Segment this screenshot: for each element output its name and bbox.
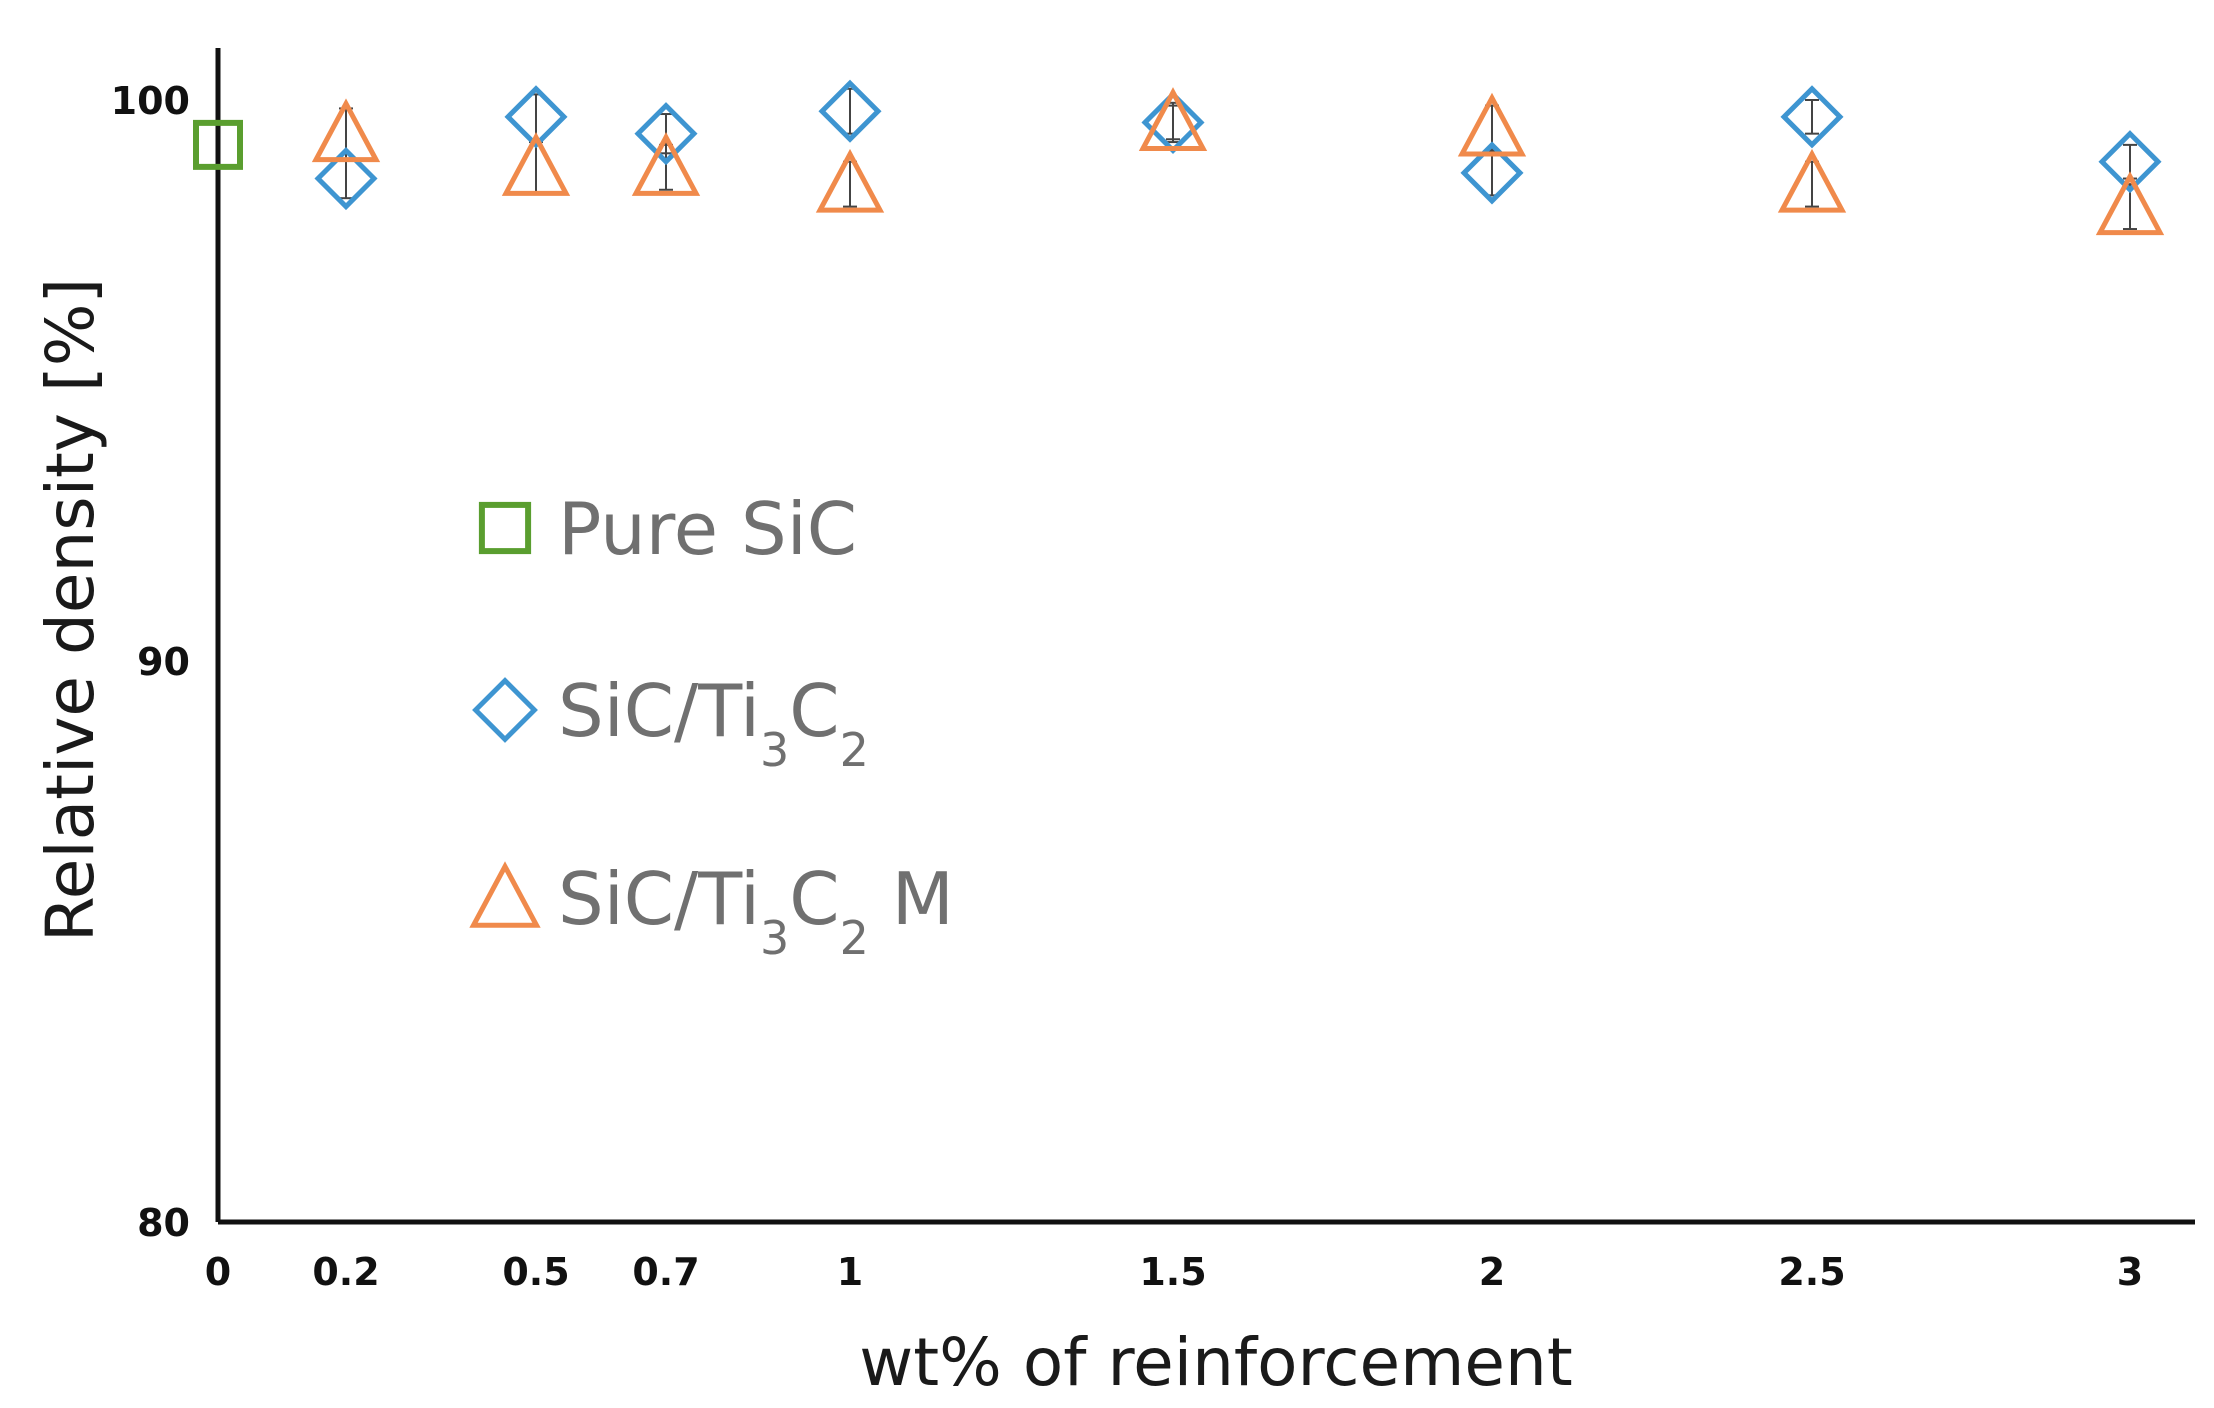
legend-label-subscript: 3	[760, 911, 789, 965]
data-point-triangle	[631, 132, 701, 196]
x-tick-label: 1.5	[1139, 1250, 1206, 1294]
error-bar	[843, 87, 857, 135]
data-point-triangle	[1777, 148, 1847, 213]
legend-label-part: M	[869, 857, 954, 941]
legend-label-subscript: 2	[840, 723, 869, 777]
legend-marker-square	[478, 501, 532, 555]
data-point-diamond	[504, 85, 568, 149]
data-point-square	[193, 119, 243, 170]
legend-label-part: SiC/Ti	[558, 669, 760, 753]
data-markers	[193, 79, 2165, 236]
data-point-diamond	[2098, 130, 2162, 194]
legend-label-subscript: 3	[760, 723, 789, 777]
legend-marker-diamond	[472, 677, 538, 743]
x-axis-title: wt% of reinforcement	[859, 1324, 1572, 1401]
data-point-diamond	[314, 147, 378, 211]
x-tick-label: 2	[1479, 1250, 1505, 1294]
legend-label-part: C	[789, 669, 839, 753]
x-tick-label: 0.2	[312, 1250, 379, 1294]
data-point-triangle	[1457, 92, 1527, 157]
error-bar	[1805, 99, 1819, 135]
legend-label-part: Pure SiC	[558, 487, 857, 571]
y-tick-label: 90	[137, 640, 190, 684]
x-tick-labels: 0 0.2 0.5 0.7 1 1.5 2 2.5 3	[205, 1250, 2143, 1294]
x-tick-label: 2.5	[1778, 1250, 1845, 1294]
data-point-triangle	[815, 148, 885, 213]
data-point-triangle	[1138, 87, 1208, 151]
x-tick-label: 3	[2117, 1250, 2143, 1294]
data-point-diamond	[818, 79, 882, 143]
data-point-diamond	[1780, 85, 1844, 149]
y-axis-title: Relative density [%]	[32, 278, 109, 942]
legend-label-part: C	[789, 857, 839, 941]
x-tick-label: 0.5	[502, 1250, 569, 1294]
data-point-triangle	[311, 98, 381, 163]
legend-label-part: SiC/Ti	[558, 857, 760, 941]
legend-label: Pure SiC	[558, 487, 857, 571]
y-tick-label: 80	[137, 1201, 190, 1245]
legend-marker-triangle	[469, 861, 541, 928]
data-point-diamond	[634, 102, 698, 166]
x-tick-label: 0	[205, 1250, 231, 1294]
data-point-triangle	[2095, 171, 2165, 236]
legend-item: SiC/Ti3C2	[472, 669, 869, 777]
y-tick-label: 100	[111, 79, 190, 123]
error-bar	[1485, 149, 1499, 197]
error-bars	[339, 87, 2137, 231]
axes	[215, 48, 2195, 1225]
legend-item: Pure SiC	[478, 487, 857, 571]
legend-label: SiC/Ti3C2	[558, 669, 869, 777]
data-point-triangle	[501, 132, 571, 196]
x-tick-label: 0.7	[632, 1250, 699, 1294]
legend-label: SiC/Ti3C2 M	[558, 857, 954, 965]
error-bar	[339, 157, 353, 200]
data-point-diamond	[1460, 141, 1524, 205]
y-tick-labels: 80 90 100	[111, 79, 190, 1245]
x-tick-label: 1	[837, 1250, 863, 1294]
legend-item: SiC/Ti3C2 M	[469, 857, 954, 965]
error-bar	[1166, 104, 1180, 141]
legend-label-subscript: 2	[840, 911, 869, 965]
